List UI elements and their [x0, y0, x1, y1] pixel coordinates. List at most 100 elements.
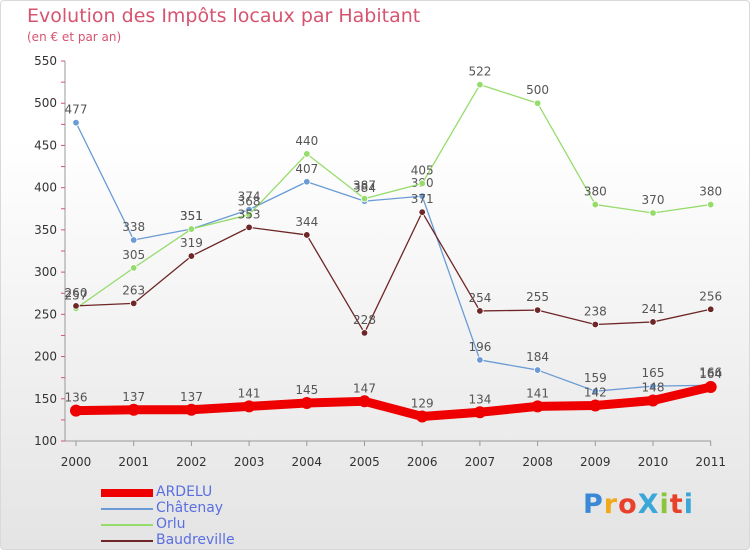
- data-label-baudreville: 344: [295, 215, 318, 229]
- data-label-orlu: 522: [468, 65, 491, 79]
- data-point-orlu: [591, 200, 599, 209]
- data-point-orlu: [649, 209, 657, 217]
- data-label-baudreville: 260: [65, 286, 88, 300]
- logo-letter: o: [618, 489, 638, 520]
- legend-label: Orlu: [156, 516, 186, 532]
- data-point-chtenay: [591, 387, 599, 395]
- x-tick-label: 2010: [638, 455, 669, 469]
- y-tick-label: 500: [34, 96, 57, 110]
- data-label-baudreville: 263: [122, 283, 145, 297]
- data-label-orlu: 370: [642, 193, 665, 207]
- data-label-orlu: 405: [411, 163, 434, 177]
- data-point-ardelu: [358, 395, 371, 408]
- data-label-chtenay: 159: [584, 371, 607, 385]
- data-point-baudreville: [533, 306, 542, 314]
- logo-letter: X: [637, 489, 660, 520]
- data-point-orlu: [533, 99, 542, 107]
- data-label-orlu: 440: [295, 134, 318, 148]
- data-point-orlu: [476, 80, 484, 89]
- data-label-ardelu: 141: [526, 386, 549, 400]
- logo-letter: r: [603, 489, 619, 520]
- logo-letter: i: [659, 489, 670, 520]
- x-tick-label: 2009: [580, 455, 611, 469]
- logo-letter: t: [669, 489, 684, 520]
- data-point-baudreville: [303, 231, 311, 239]
- x-tick-label: 2006: [407, 455, 438, 469]
- data-point-ardelu: [416, 410, 429, 423]
- data-label-ardelu: 145: [295, 383, 318, 397]
- data-point-ardelu: [704, 380, 717, 393]
- data-point-chtenay: [476, 356, 484, 364]
- data-label-orlu: 305: [122, 248, 145, 262]
- data-label-orlu: 380: [584, 185, 607, 199]
- data-point-chtenay: [303, 178, 311, 186]
- data-point-baudreville: [360, 329, 369, 337]
- data-label-ardelu: 142: [584, 386, 607, 400]
- chart-title: Evolution des Impôts locaux par Habitant: [27, 5, 421, 27]
- data-label-orlu: 380: [699, 185, 722, 199]
- data-point-orlu: [360, 194, 369, 203]
- data-point-orlu: [707, 200, 715, 209]
- logo-letter: i: [683, 489, 694, 520]
- data-label-orlu: 500: [526, 83, 549, 97]
- data-point-ardelu: [300, 397, 313, 409]
- x-tick-label: 2008: [522, 455, 553, 469]
- data-point-baudreville: [591, 320, 599, 329]
- x-tick-label: 2001: [118, 455, 149, 469]
- data-point-baudreville: [649, 318, 657, 326]
- data-point-chtenay: [533, 366, 542, 374]
- data-label-baudreville: 228: [353, 313, 376, 327]
- data-label-chtenay: 338: [122, 220, 145, 234]
- series-line-baudreville: [75, 211, 712, 334]
- proxiti-logo: ProXiti: [583, 489, 694, 520]
- data-point-baudreville: [245, 223, 253, 232]
- data-point-chtenay: [418, 192, 426, 200]
- data-label-baudreville: 241: [642, 302, 665, 316]
- data-label-ardelu: 147: [353, 381, 376, 395]
- data-point-chtenay: [72, 118, 80, 127]
- data-point-baudreville: [418, 208, 426, 216]
- data-label-ardelu: 164: [699, 367, 722, 381]
- data-label-ardelu: 129: [411, 397, 434, 411]
- data-point-ardelu: [589, 399, 602, 412]
- data-label-baudreville: 256: [699, 289, 722, 303]
- data-label-ardelu: 137: [122, 390, 145, 404]
- data-label-baudreville: 319: [180, 236, 203, 250]
- x-tick-label: 2005: [349, 455, 380, 469]
- data-label-orlu: 387: [353, 179, 376, 193]
- data-point-orlu: [418, 179, 426, 188]
- data-label-orlu: 368: [238, 195, 261, 209]
- data-label-chtenay: 184: [526, 350, 549, 364]
- data-label-ardelu: 136: [65, 391, 88, 405]
- data-point-orlu: [187, 225, 196, 233]
- legend-swatch: [101, 508, 153, 510]
- x-tick-label: 2011: [695, 455, 726, 469]
- data-label-orlu: 257: [65, 288, 88, 302]
- y-tick-label: 250: [34, 307, 57, 321]
- data-point-orlu: [129, 264, 138, 272]
- legend-swatch: [101, 489, 153, 497]
- data-label-baudreville: 255: [526, 290, 549, 304]
- chart-subtitle: (en € et par an): [27, 30, 122, 44]
- x-tick-label: 2002: [176, 455, 207, 469]
- legend-label: ARDELU: [156, 484, 213, 500]
- y-tick-label: 350: [34, 223, 57, 237]
- y-tick-label: 150: [34, 392, 57, 406]
- data-point-baudreville: [72, 302, 80, 310]
- y-tick-label: 200: [34, 350, 57, 364]
- data-point-ardelu: [185, 403, 198, 416]
- y-tick-label: 400: [34, 181, 57, 195]
- data-label-ardelu: 141: [238, 386, 261, 400]
- data-label-chtenay: 351: [180, 209, 203, 223]
- x-tick-label: 2004: [292, 455, 323, 469]
- legend-swatch: [101, 540, 153, 542]
- data-point-chtenay: [129, 236, 138, 244]
- logo-letter: P: [583, 489, 604, 520]
- series-line-ardelu: [71, 382, 716, 422]
- data-label-chtenay: 165: [642, 366, 665, 380]
- x-tick-label: 2003: [234, 455, 265, 469]
- legend-label: Baudreville: [156, 532, 235, 548]
- data-label-baudreville: 353: [238, 207, 261, 221]
- data-label-chtenay: 374: [238, 190, 261, 204]
